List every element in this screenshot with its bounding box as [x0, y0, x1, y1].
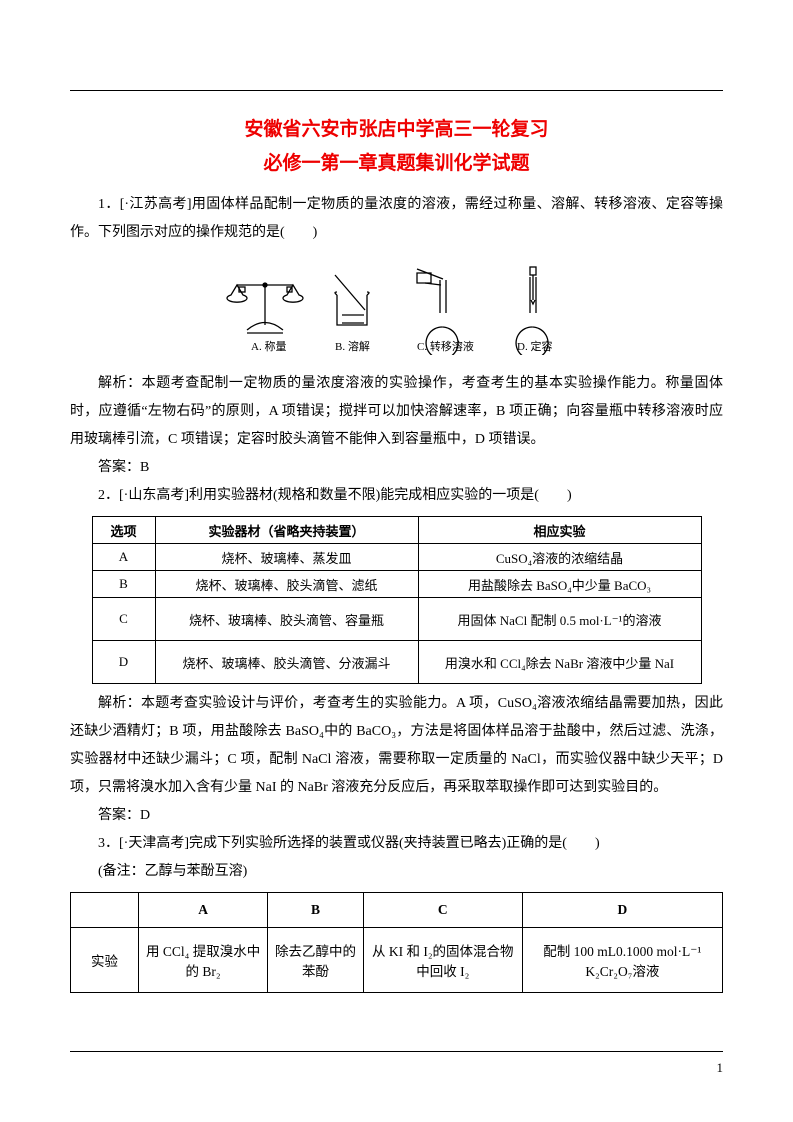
table-cell: B — [92, 571, 155, 598]
top-rule — [70, 90, 723, 91]
table-cell: 用 CCl₄ 提取溴水中的 Br₂ — [139, 928, 268, 993]
q1-figure: A. 称量 B. 溶解 C. 转移溶液 D. 定容 — [70, 255, 723, 360]
doc-title-line1: 安徽省六安市张店中学高三一轮复习 — [70, 113, 723, 147]
footer-rule — [70, 1051, 723, 1052]
q1-answer: 答案：B — [70, 454, 723, 482]
table-cell: 配制 100 mL0.1000 mol·L⁻¹ K₂Cr₂O₇溶液 — [522, 928, 722, 993]
table-cell: 烧杯、玻璃棒、胶头滴管、容量瓶 — [155, 598, 418, 641]
page: 安徽省六安市张店中学高三一轮复习 必修一第一章真题集训化学试题 1．[·江苏高考… — [0, 0, 793, 1122]
page-number: 1 — [717, 1060, 724, 1076]
q2-answer: 答案：D — [70, 802, 723, 830]
table-cell: D — [92, 641, 155, 684]
q2-table-body: A烧杯、玻璃棒、蒸发皿CuSO₄溶液的浓缩结晶B烧杯、玻璃棒、胶头滴管、滤纸用盐… — [92, 544, 701, 684]
q2-table-header-row: 选项实验器材（省略夹持装置）相应实验 — [92, 517, 701, 544]
doc-title-line2: 必修一第一章真题集训化学试题 — [70, 147, 723, 181]
svg-text:A. 称量: A. 称量 — [251, 339, 286, 353]
q1-explanation: 解析：本题考查配制一定物质的量浓度溶液的实验操作，考查考生的基本实验操作能力。称… — [70, 370, 723, 454]
table-cell: A — [92, 544, 155, 571]
q3-table: ABCD 实验用 CCl₄ 提取溴水中的 Br₂除去乙醇中的苯酚从 KI 和 I… — [70, 892, 723, 993]
q3-text: 3．[·天津高考]完成下列实验所选择的装置或仪器(夹持装置已略去)正确的是( ) — [70, 830, 723, 858]
q2-explanation: 解析：本题考查实验设计与评价，考查考生的实验能力。A 项，CuSO₄溶液浓缩结晶… — [70, 690, 723, 802]
q2-th: 选项 — [92, 517, 155, 544]
q3-row-label: 实验 — [71, 928, 139, 993]
table-cell: 烧杯、玻璃棒、胶头滴管、分液漏斗 — [155, 641, 418, 684]
q2-table: 选项实验器材（省略夹持装置）相应实验 A烧杯、玻璃棒、蒸发皿CuSO₄溶液的浓缩… — [92, 516, 702, 684]
q2-text: 2．[·山东高考]利用实验器材(规格和数量不限)能完成相应实验的一项是( ) — [70, 482, 723, 510]
q3-table-header-row: ABCD — [71, 893, 723, 928]
q1-text: 1．[·江苏高考]用固体样品配制一定物质的量浓度的溶液，需经过称量、溶解、转移溶… — [70, 191, 723, 247]
q3-note: (备注：乙醇与苯酚互溶) — [70, 858, 723, 886]
table-cell: 用固体 NaCl 配制 0.5 mol·L⁻¹的溶液 — [418, 598, 701, 641]
table-row: B烧杯、玻璃棒、胶头滴管、滤纸用盐酸除去 BaSO₄中少量 BaCO₃ — [92, 571, 701, 598]
q3-th: C — [363, 893, 522, 928]
table-cell: 烧杯、玻璃棒、胶头滴管、滤纸 — [155, 571, 418, 598]
q3-table-body-row: 实验用 CCl₄ 提取溴水中的 Br₂除去乙醇中的苯酚从 KI 和 I₂的固体混… — [71, 928, 723, 993]
apparatus-svg: A. 称量 B. 溶解 C. 转移溶液 D. 定容 — [217, 255, 577, 355]
q3-th: B — [268, 893, 364, 928]
table-cell: C — [92, 598, 155, 641]
table-cell: 用溴水和 CCl₄除去 NaBr 溶液中少量 NaI — [418, 641, 701, 684]
q2-th: 实验器材（省略夹持装置） — [155, 517, 418, 544]
q3-th: A — [139, 893, 268, 928]
svg-text:D. 定容: D. 定容 — [517, 339, 552, 353]
table-row: C烧杯、玻璃棒、胶头滴管、容量瓶用固体 NaCl 配制 0.5 mol·L⁻¹的… — [92, 598, 701, 641]
table-cell: 烧杯、玻璃棒、蒸发皿 — [155, 544, 418, 571]
q3-th: D — [522, 893, 722, 928]
svg-text:C. 转移溶液: C. 转移溶液 — [417, 339, 474, 353]
table-cell: CuSO₄溶液的浓缩结晶 — [418, 544, 701, 571]
table-cell: 从 KI 和 I₂的固体混合物中回收 I₂ — [363, 928, 522, 993]
table-row: A烧杯、玻璃棒、蒸发皿CuSO₄溶液的浓缩结晶 — [92, 544, 701, 571]
svg-text:B. 溶解: B. 溶解 — [335, 339, 370, 353]
table-cell: 用盐酸除去 BaSO₄中少量 BaCO₃ — [418, 571, 701, 598]
q3-th — [71, 893, 139, 928]
q2-th: 相应实验 — [418, 517, 701, 544]
table-row: D烧杯、玻璃棒、胶头滴管、分液漏斗用溴水和 CCl₄除去 NaBr 溶液中少量 … — [92, 641, 701, 684]
table-cell: 除去乙醇中的苯酚 — [268, 928, 364, 993]
